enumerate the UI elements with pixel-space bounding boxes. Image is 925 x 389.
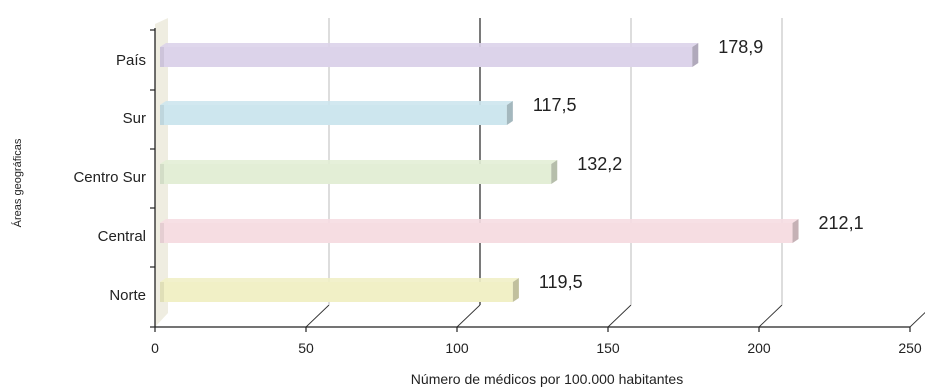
category-label: Centro Sur: [73, 169, 146, 186]
bar-end: [551, 160, 558, 184]
bar: [160, 219, 799, 243]
bar-face: [160, 223, 793, 243]
x-tick-label: 200: [747, 340, 771, 356]
bar-face: [160, 47, 693, 67]
bar-value-label: 212,1: [819, 213, 864, 233]
bar-end: [792, 219, 799, 243]
bar-top: [160, 43, 699, 47]
x-tick-label: 50: [298, 340, 314, 356]
bar-value-label: 178,9: [718, 37, 763, 57]
bar-face: [160, 164, 552, 184]
bar-value-label: 117,5: [533, 95, 577, 115]
bar: [160, 101, 513, 125]
category-label: Central: [98, 228, 146, 245]
category-label: Norte: [109, 287, 146, 304]
bar-face: [160, 282, 513, 302]
x-tick-label: 100: [445, 340, 469, 356]
y-axis-title: Áreas geográficas: [11, 138, 24, 227]
bar-left-edge: [160, 47, 164, 67]
bar-left-edge: [160, 164, 164, 184]
grid-floor-line: [758, 304, 783, 328]
bar-left-edge: [160, 223, 164, 243]
bars: [160, 43, 799, 302]
x-axis-title: Número de médicos por 100.000 habitantes: [411, 371, 683, 387]
bar-end: [506, 101, 513, 125]
x-tick-label: 250: [898, 340, 922, 356]
labels: 0 50 100 150 200 250 178,9 País 117,5 Sur 132,2 Cen…: [73, 37, 921, 356]
bar-top: [160, 219, 799, 223]
grid-floor-line: [607, 304, 632, 328]
category-label: País: [116, 52, 146, 69]
bar-value-label: 132,2: [577, 154, 622, 174]
bar: [160, 43, 699, 67]
grid-floor-line: [909, 312, 925, 328]
grid-floor-line: [456, 304, 481, 328]
bar-end: [692, 43, 699, 67]
bar-left-edge: [160, 105, 164, 125]
bar-top: [160, 101, 513, 105]
bar: [160, 160, 558, 184]
bar-top: [160, 160, 558, 164]
category-label: Sur: [123, 110, 146, 127]
bar-end: [512, 278, 519, 302]
bar: [160, 278, 519, 302]
grid-floor-line: [305, 304, 330, 328]
bar-top: [160, 278, 519, 282]
bar-value-label: 119,5: [539, 272, 583, 292]
x-tick-label: 150: [596, 340, 620, 356]
bar-left-edge: [160, 282, 164, 302]
x-tick-label: 0: [151, 340, 159, 356]
bar-face: [160, 105, 507, 125]
